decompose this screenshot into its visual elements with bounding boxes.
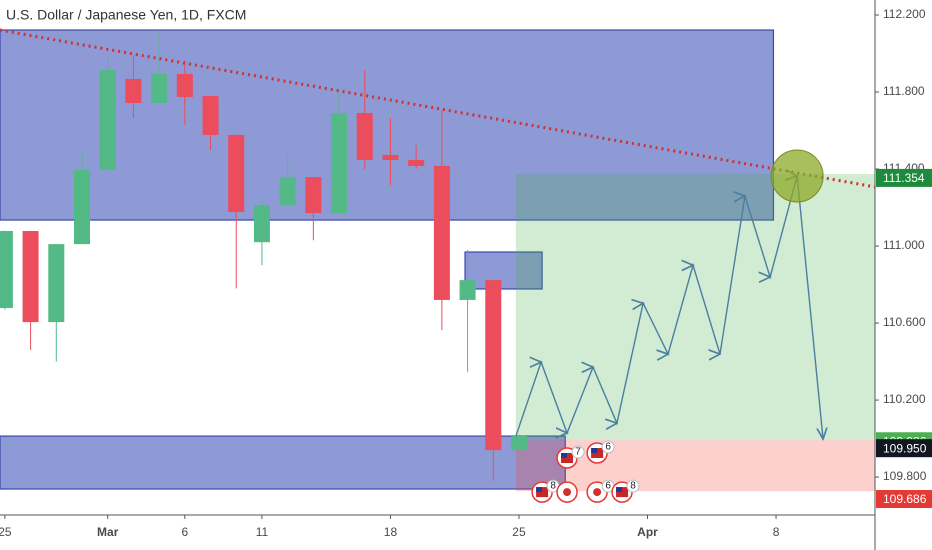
x-tick-label: Apr [637,525,658,539]
candle-body [228,134,245,212]
flag-us-canton [561,453,568,459]
price-marker-label: 109.950 [883,441,927,455]
event-count: 8 [630,481,636,492]
candle-body [73,169,90,245]
candle-body [356,113,373,160]
y-tick-label: 111.800 [883,84,925,98]
candle-body [22,231,39,323]
flag-jp [563,488,572,497]
projection-path [515,176,823,439]
event-count: 6 [605,442,611,453]
x-tick-label: 25 [0,525,12,539]
candle-body [331,113,348,214]
flag-jp [593,488,602,497]
candle-body [408,159,425,166]
y-tick-label: 109.800 [883,469,927,483]
x-tick-label: 11 [256,525,269,539]
price-marker-label: 111.354 [883,171,925,185]
price-marker [876,168,932,187]
zone [515,174,875,441]
event-count: 7 [575,447,581,458]
event-count: 8 [550,481,556,492]
candle-body [382,154,399,160]
candle-body [459,280,476,300]
candle-body [279,177,296,206]
candle-body [151,73,168,103]
highlight-circle [770,149,824,203]
zone [0,435,566,490]
y-tick-label: 111.000 [883,238,925,252]
candle-body [510,436,527,451]
candle-body [176,73,193,98]
x-tick-label: 25 [512,525,526,539]
flag-us-canton [616,487,623,493]
y-tick-label: 110.200 [883,392,926,406]
candle-body [125,78,142,103]
chart-title: U.S. Dollar / Japanese Yen, 1D, FXCM [6,7,246,23]
x-tick-label: Mar [97,525,119,539]
price-marker [876,439,932,458]
x-tick-label: 6 [181,525,188,539]
candle-body [202,96,219,135]
candle-body [433,165,450,300]
candle-body [48,244,65,323]
candle-body [485,280,502,451]
event-badge [626,479,640,493]
flag-us-canton [536,487,543,493]
price-marker [876,490,932,509]
event-count: 6 [605,481,611,492]
y-tick-label: 112.200 [883,7,926,21]
candle-body [0,231,13,309]
candle-body [99,70,116,170]
flag-us-canton [591,448,598,454]
event-badge [601,440,615,454]
price-marker-label: 109.686 [883,492,927,506]
trend-line [0,28,876,189]
zone [464,251,543,290]
plot-area: 7 6 8 6 8 [0,28,876,503]
candle-body [253,205,270,243]
y-tick-label: 110.600 [883,315,926,329]
event-badge [571,445,585,459]
x-tick-label: 18 [384,525,398,539]
candle-body [305,177,322,214]
x-tick-label: 8 [773,525,780,539]
